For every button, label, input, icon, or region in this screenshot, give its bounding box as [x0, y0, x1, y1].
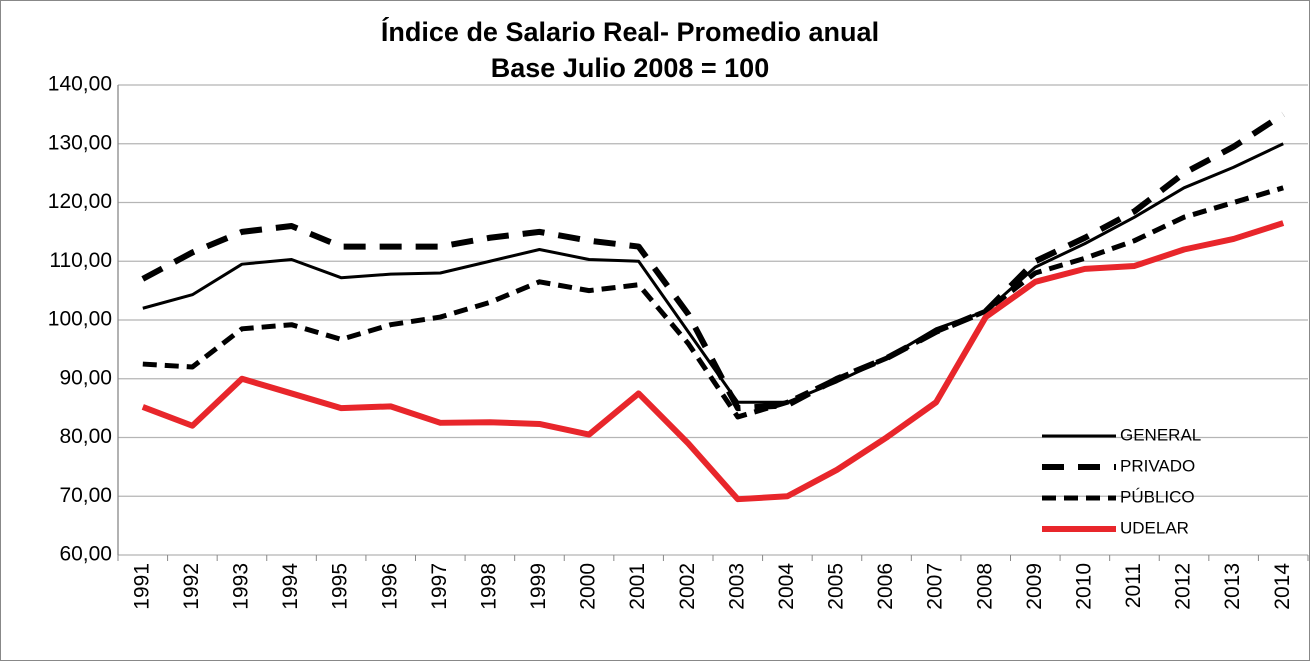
x-tick-label: 2013	[1221, 563, 1244, 610]
y-tick-label: 100,00	[48, 308, 112, 331]
x-tick-label: 2011	[1122, 563, 1145, 608]
x-tick-label: 2003	[725, 563, 748, 610]
y-tick-label: 80,00	[59, 425, 112, 448]
x-tick-label: 1997	[428, 563, 451, 610]
x-tick-label: 1998	[477, 563, 500, 610]
x-tick-label: 2007	[924, 563, 947, 610]
x-tick-label: 1999	[527, 563, 550, 610]
chart-title: Índice de Salario Real- Promedio anual	[381, 16, 879, 47]
x-tick-label: 2006	[874, 563, 897, 610]
x-tick-label: 1991	[130, 563, 153, 610]
y-tick-label: 110,00	[49, 249, 112, 272]
y-tick-label: 120,00	[48, 190, 112, 213]
x-tick-label: 2002	[676, 563, 699, 610]
series-line	[141, 111, 1285, 412]
x-tick-label: 2010	[1072, 563, 1095, 610]
legend-label: UDELAR	[1120, 518, 1189, 537]
y-tick-label: 60,00	[59, 543, 112, 566]
x-tick-label: 2009	[1023, 563, 1046, 610]
x-tick-label: 2012	[1172, 563, 1195, 610]
chart-subtitle: Base Julio 2008 = 100	[491, 53, 769, 83]
x-tick-label: 1996	[378, 563, 401, 610]
legend-label: PRIVADO	[1120, 456, 1195, 475]
x-tick-label: 2004	[775, 563, 798, 610]
x-tick-label: 1994	[279, 563, 302, 610]
x-tick-label: 1995	[329, 563, 352, 610]
y-tick-label: 90,00	[59, 366, 112, 389]
x-tick-label: 2000	[577, 563, 600, 610]
series-line	[142, 185, 1284, 420]
x-tick-label: 2014	[1271, 563, 1294, 610]
x-tick-label: 2001	[626, 563, 649, 610]
x-tick-label: 1992	[180, 563, 203, 610]
y-tick-label: 70,00	[59, 484, 112, 507]
y-tick-label: 140,00	[48, 73, 112, 96]
legend-label: PÚBLICO	[1120, 487, 1195, 506]
x-tick-label: 2008	[973, 563, 996, 610]
x-tick-label: 2005	[825, 563, 848, 610]
series-line	[141, 220, 1285, 503]
x-tick-label: 1993	[230, 563, 253, 610]
legend-label: GENERAL	[1120, 425, 1201, 444]
y-tick-label: 130,00	[48, 131, 112, 154]
